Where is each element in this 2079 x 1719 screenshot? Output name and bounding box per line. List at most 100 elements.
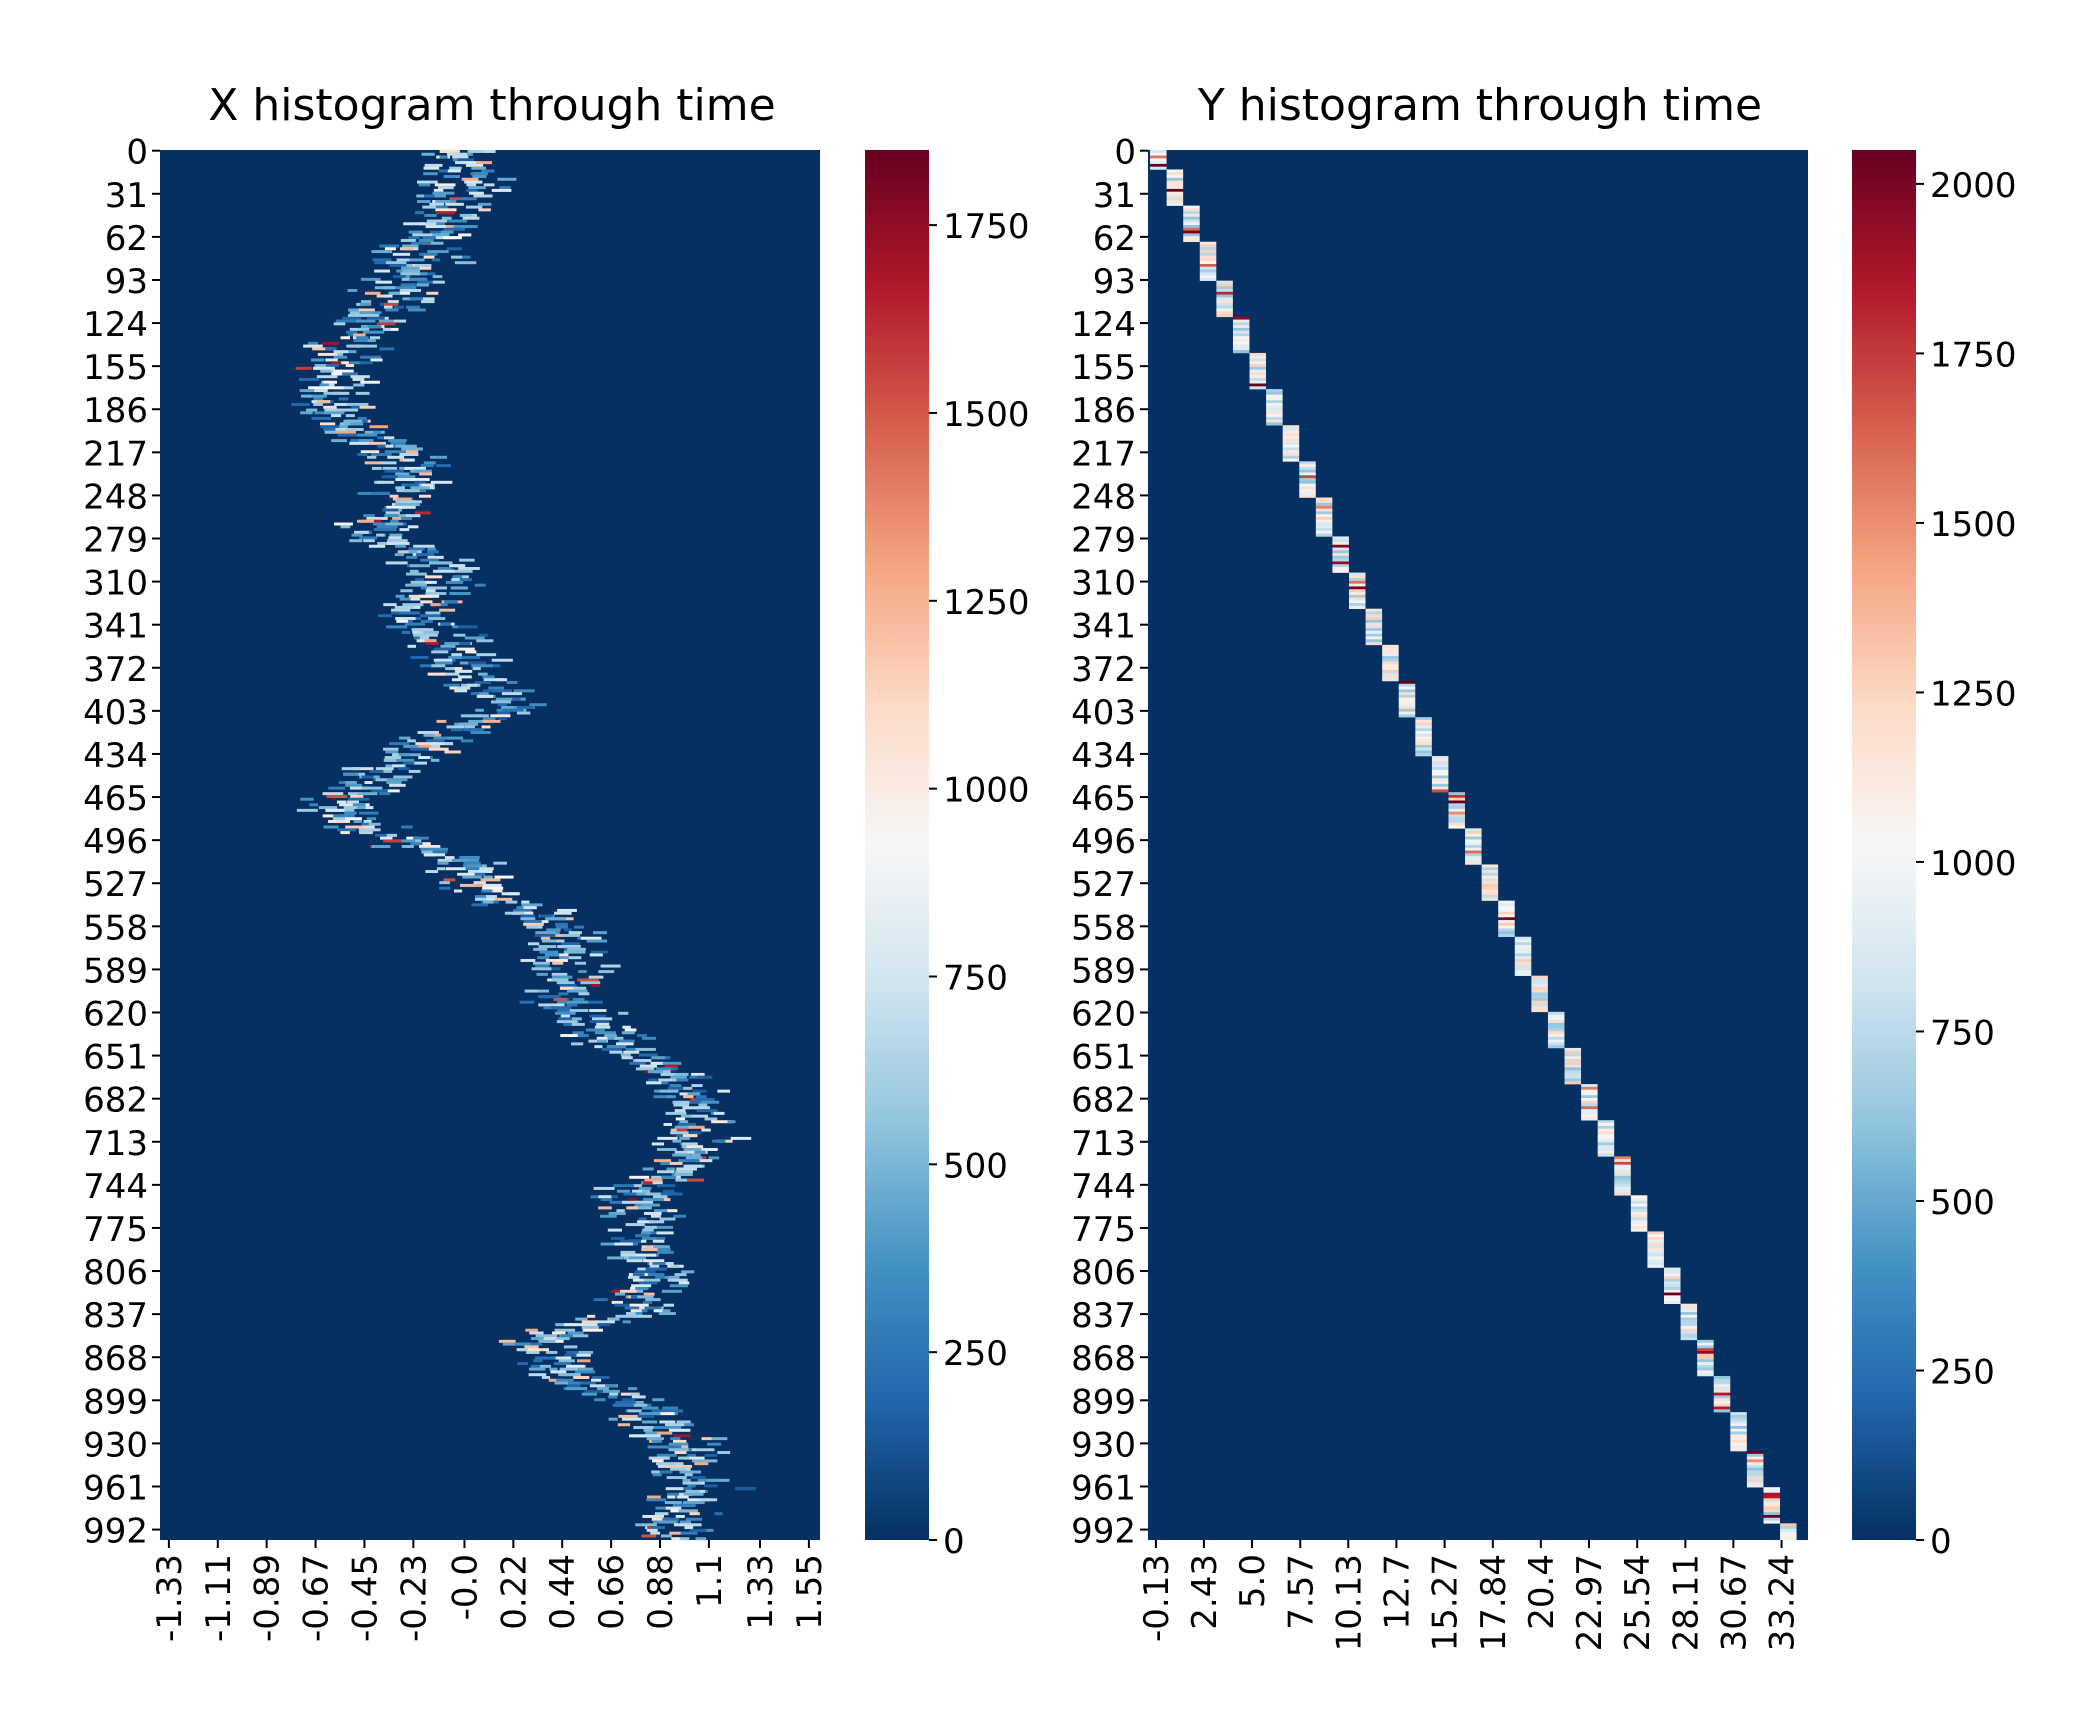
heatmap-cell	[1597, 1136, 1615, 1140]
heatmap-cell	[1564, 1075, 1582, 1079]
heatmap-cell	[429, 202, 445, 206]
heatmap-cell	[568, 931, 582, 935]
heatmap-cell	[465, 650, 477, 654]
heatmap-cell	[1249, 366, 1267, 370]
heatmap-cell	[1746, 1462, 1764, 1466]
heatmap-cell	[1448, 806, 1465, 810]
heatmap-cell	[615, 1314, 637, 1318]
heatmap-cell	[419, 252, 438, 256]
heatmap-cell	[675, 1178, 687, 1182]
heatmap-cell	[1216, 305, 1233, 309]
x-tick-label: 0.88	[641, 1554, 681, 1630]
heatmap-cell	[343, 350, 357, 354]
heatmap-cell	[333, 355, 348, 359]
heatmap-cell	[400, 272, 420, 276]
heatmap-cell	[655, 1248, 671, 1252]
heatmap-cell	[1249, 352, 1267, 357]
heatmap-cell	[1299, 489, 1316, 493]
heatmap-cell	[713, 1111, 725, 1115]
heatmap-cell	[1398, 683, 1416, 687]
heatmap-cell	[1183, 238, 1200, 243]
heatmap-cell	[684, 1523, 702, 1527]
heatmap-cell	[1581, 1097, 1598, 1102]
heatmap-cell	[1249, 364, 1267, 368]
y-tick-label: 155	[1071, 348, 1136, 388]
y-tick-label: 62	[105, 219, 148, 259]
heatmap-cell	[1332, 544, 1349, 548]
heatmap-cell	[1730, 1445, 1747, 1449]
heatmap-cell	[1448, 819, 1465, 824]
heatmap-cell	[1713, 1398, 1731, 1402]
heatmap-cell	[573, 986, 587, 990]
heatmap-cell	[1448, 808, 1465, 812]
heatmap-cell	[1249, 372, 1267, 376]
heatmap-cell	[375, 833, 397, 837]
heatmap-cell	[650, 1061, 664, 1065]
heatmap-cell	[1349, 605, 1366, 609]
heatmap-cell	[425, 633, 438, 637]
heatmap-cell	[679, 1470, 702, 1474]
heatmap-cell	[651, 1470, 666, 1474]
heatmap-cell	[391, 608, 411, 612]
heatmap-cell	[394, 553, 404, 557]
heatmap-cell	[686, 1159, 700, 1163]
heatmap-cell	[1282, 458, 1300, 462]
heatmap-cell	[1597, 1134, 1615, 1138]
heatmap-cell	[389, 263, 407, 267]
heatmap-cell	[1630, 1206, 1648, 1210]
heatmap-cell	[413, 836, 429, 840]
colorbar-tick-label: 1250	[1930, 674, 2017, 714]
heatmap-cell	[399, 289, 422, 292]
heatmap-cell	[574, 925, 585, 929]
heatmap-cell	[1664, 1275, 1681, 1279]
heatmap-cell	[548, 967, 561, 971]
heatmap-cell	[497, 703, 508, 707]
heatmap-cell	[418, 222, 437, 226]
heatmap-cell	[1614, 1189, 1631, 1193]
heatmap-cell	[342, 372, 359, 376]
heatmap-cell	[646, 1495, 661, 1499]
heatmap-cell	[1647, 1245, 1664, 1249]
heatmap-cell	[1498, 922, 1515, 926]
heatmap-cell	[1730, 1417, 1747, 1421]
heatmap-cell	[664, 1423, 685, 1427]
heatmap-cell	[396, 258, 410, 262]
heatmap-cell	[424, 163, 443, 167]
heatmap-cell	[1564, 1067, 1582, 1071]
heatmap-cell	[384, 247, 396, 251]
heatmap-cell	[387, 539, 408, 543]
x-tick-label: 7.57	[1281, 1554, 1321, 1630]
heatmap-cell	[582, 1323, 602, 1327]
heatmap-cell	[679, 1520, 692, 1524]
heatmap-cell	[1415, 719, 1432, 723]
heatmap-cell	[482, 675, 495, 679]
heatmap-cell	[664, 1501, 682, 1505]
heatmap-cell	[711, 1139, 726, 1143]
heatmap-cell	[664, 1064, 679, 1068]
heatmap-cell	[572, 1017, 582, 1021]
heatmap-cell	[676, 1167, 698, 1171]
heatmap-cell	[710, 1437, 728, 1441]
heatmap-cell	[584, 1389, 603, 1393]
heatmap-cell	[376, 525, 398, 529]
heatmap-cell	[674, 1464, 693, 1468]
heatmap-cell	[634, 1414, 655, 1418]
heatmap-cell	[1664, 1284, 1681, 1288]
y-tick-label: 620	[83, 994, 148, 1034]
heatmap-cell	[385, 327, 399, 331]
heatmap-cell	[1415, 733, 1432, 737]
heatmap-cell	[462, 875, 482, 879]
heatmap-cell	[1398, 706, 1416, 710]
heatmap-cell	[698, 1156, 707, 1160]
heatmap-cell	[571, 1042, 584, 1046]
heatmap-cell	[424, 639, 437, 643]
heatmap-cell	[328, 819, 351, 823]
heatmap-cell	[629, 1175, 650, 1179]
heatmap-cell	[1282, 450, 1300, 454]
y-tick-label: 0	[1114, 133, 1136, 173]
heatmap-cell	[1713, 1381, 1731, 1385]
heatmap-cell	[443, 878, 456, 882]
y-tick-label: 31	[1093, 176, 1136, 216]
heatmap-cell	[427, 550, 439, 554]
heatmap-cell	[402, 244, 419, 248]
